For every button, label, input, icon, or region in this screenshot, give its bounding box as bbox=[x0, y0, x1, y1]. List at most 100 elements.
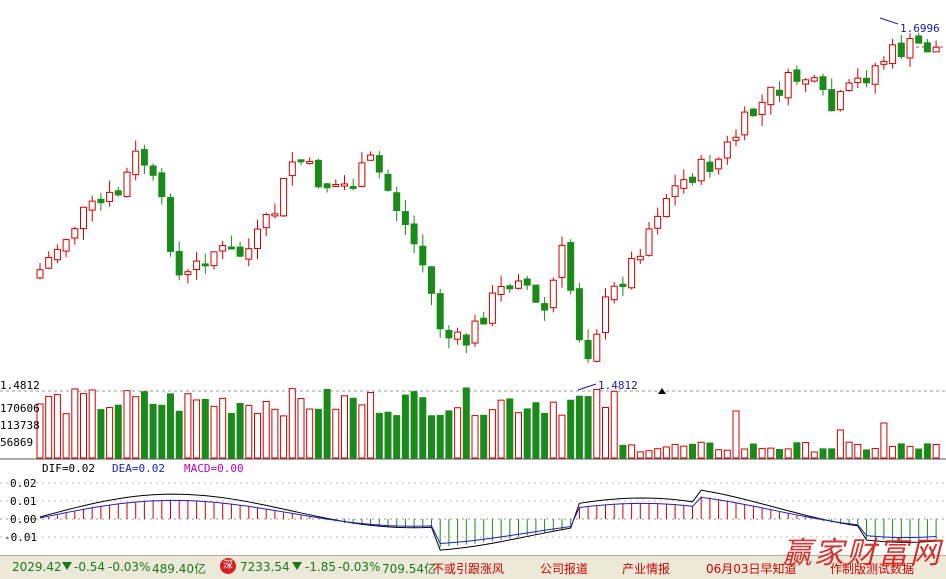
macd-dif-label: DIF=0.02 bbox=[42, 462, 95, 475]
volume-bar bbox=[271, 408, 279, 459]
shenzhen-badge-icon: 深 bbox=[220, 558, 236, 574]
macd-value-label: MACD=0.00 bbox=[184, 462, 244, 475]
candle-body bbox=[349, 186, 357, 190]
candle-body bbox=[201, 263, 209, 267]
candle-body bbox=[541, 303, 549, 311]
candle-body bbox=[158, 172, 166, 198]
volume-bar bbox=[741, 448, 749, 459]
candle-body bbox=[793, 69, 801, 82]
volume-bar bbox=[628, 444, 636, 459]
candle-body bbox=[445, 329, 453, 339]
volume-bar bbox=[401, 394, 409, 459]
volume-bar bbox=[784, 448, 792, 459]
candle-body bbox=[749, 108, 757, 117]
volume-bar bbox=[454, 407, 462, 459]
candle-body bbox=[558, 244, 566, 278]
candle-body bbox=[106, 191, 114, 202]
candle-body bbox=[167, 196, 174, 252]
volume-bar bbox=[367, 391, 375, 459]
volume-bar bbox=[123, 390, 131, 459]
volume-bar bbox=[793, 442, 801, 459]
volume-bar bbox=[697, 441, 705, 459]
volume-bar bbox=[210, 405, 218, 459]
candle-body bbox=[367, 154, 375, 161]
index2-value[interactable]: 7233.54 bbox=[240, 560, 290, 574]
volume-bar bbox=[723, 449, 731, 459]
volume-bar bbox=[480, 414, 488, 459]
candle-body bbox=[140, 149, 148, 166]
candle-body bbox=[97, 198, 105, 204]
candle-body bbox=[680, 179, 688, 189]
candle-body bbox=[567, 242, 575, 291]
volume-bar bbox=[689, 443, 696, 459]
candle-body bbox=[602, 296, 609, 333]
volume-bar bbox=[462, 387, 470, 459]
candle-body bbox=[436, 293, 444, 330]
volume-bar bbox=[428, 415, 435, 459]
candle-body bbox=[80, 206, 87, 230]
price-low-label: 1.4812 bbox=[598, 379, 638, 392]
volume-bar bbox=[114, 404, 122, 459]
news-link-1[interactable]: 不或引跟涨风 bbox=[432, 562, 505, 576]
candle-body bbox=[880, 60, 888, 65]
candle-body bbox=[306, 161, 314, 165]
volume-bar bbox=[854, 443, 862, 459]
volume-tick-1: 170606 bbox=[0, 402, 40, 415]
volume-bar bbox=[80, 393, 87, 459]
volume-bar bbox=[45, 395, 53, 459]
candle-body bbox=[419, 245, 427, 266]
volume-bar bbox=[71, 388, 79, 459]
volume-bar bbox=[288, 388, 296, 459]
candle-body bbox=[462, 334, 470, 346]
candle-body bbox=[532, 284, 540, 303]
volume-bar bbox=[810, 451, 818, 459]
status-bar: 2029.42 -0.54 -0.03% 489.40亿 深 7233.54 -… bbox=[0, 555, 946, 579]
volume-bar bbox=[306, 408, 314, 459]
news-link-3[interactable]: 产业情报 bbox=[622, 562, 671, 576]
volume-bar bbox=[654, 448, 662, 459]
volume-bar bbox=[880, 422, 888, 459]
volume-bar bbox=[567, 399, 575, 459]
news-link-5[interactable]: 作制版测试数据 bbox=[830, 562, 915, 576]
candle-body bbox=[210, 251, 218, 267]
candle-body bbox=[454, 331, 462, 340]
news-link-4[interactable]: 06月03日早知道 bbox=[706, 562, 797, 576]
volume-bar bbox=[297, 398, 305, 459]
candle-body bbox=[71, 228, 79, 239]
volume-bar bbox=[167, 393, 174, 459]
volume-bar bbox=[619, 444, 627, 459]
candle-body bbox=[497, 285, 505, 295]
index1-amount: 489.40亿 bbox=[152, 562, 206, 576]
candle-body bbox=[53, 248, 61, 261]
candle-body bbox=[689, 176, 696, 183]
candle-body bbox=[854, 77, 862, 83]
candle-body bbox=[149, 165, 157, 176]
low-marker-line bbox=[577, 383, 597, 391]
news-link-2[interactable]: 公司报道 bbox=[540, 562, 589, 576]
volume-bar bbox=[149, 403, 157, 459]
volume-bar bbox=[776, 449, 783, 459]
volume-bar bbox=[758, 448, 766, 459]
candle-body bbox=[262, 214, 270, 229]
candle-body bbox=[132, 150, 140, 176]
price-axis-low-label: 1.4812 bbox=[0, 379, 40, 392]
volume-bar bbox=[767, 447, 775, 459]
volume-bar bbox=[575, 395, 583, 459]
volume-bar bbox=[828, 448, 836, 459]
volume-bar bbox=[680, 445, 688, 459]
candle-body bbox=[515, 280, 522, 289]
volume-bar bbox=[602, 406, 609, 459]
candle-body bbox=[375, 155, 383, 173]
volume-bar bbox=[419, 397, 427, 459]
candle-body bbox=[636, 255, 644, 261]
candle-body bbox=[906, 38, 914, 59]
volume-bar bbox=[201, 398, 209, 459]
candle-body bbox=[245, 248, 253, 260]
index1-value[interactable]: 2029.42 bbox=[12, 560, 62, 574]
volume-bar bbox=[471, 415, 479, 459]
index2-amount: 709.54亿 bbox=[382, 562, 436, 576]
volume-bar bbox=[871, 448, 879, 459]
volume-bar bbox=[140, 391, 148, 459]
volume-bar bbox=[53, 394, 61, 459]
